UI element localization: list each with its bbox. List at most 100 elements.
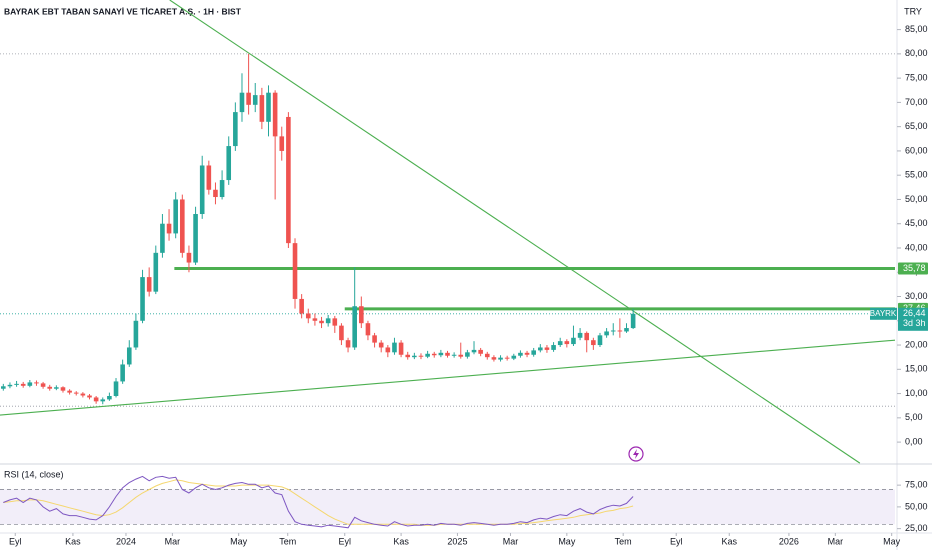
alert-bolt[interactable] <box>633 449 639 459</box>
candle-body <box>332 318 338 326</box>
candle-body <box>597 335 603 346</box>
candle-body <box>113 381 119 396</box>
candle-body <box>438 352 444 356</box>
level-label: 35,78 <box>903 263 926 273</box>
x-tick-label: Eyl <box>670 536 683 546</box>
candle-body <box>504 357 510 359</box>
candle-body <box>604 331 609 336</box>
candle-body <box>624 328 629 332</box>
symbol-tag <box>870 307 897 320</box>
candle-body <box>577 332 583 338</box>
x-tick-label: May <box>558 536 576 546</box>
candle-body <box>412 355 417 358</box>
candle-body <box>531 350 536 355</box>
last-price-box <box>898 307 928 331</box>
x-tick-label: Eyl <box>338 536 351 546</box>
candle-body <box>239 92 245 113</box>
candle-body <box>60 387 66 391</box>
candle-body <box>73 392 79 394</box>
candle-body <box>445 352 450 356</box>
candle-body <box>471 349 477 353</box>
candle-body <box>7 384 13 387</box>
candle-body <box>365 323 371 336</box>
x-tick-label: Mar <box>165 536 181 546</box>
candle-body <box>610 330 616 332</box>
candle-body <box>80 393 86 396</box>
candle-body <box>186 252 192 263</box>
y-tick-label: 40,00 <box>905 242 928 252</box>
x-tick-label: Kas <box>65 536 81 546</box>
rsi-y-tick-label: 50,00 <box>905 501 928 511</box>
candle-body <box>345 340 351 348</box>
candle-body <box>20 383 26 386</box>
candle-body <box>352 306 357 348</box>
candle-body <box>484 353 490 358</box>
candle-body <box>279 136 285 151</box>
alert-icon[interactable] <box>628 446 644 462</box>
symbol-label: BAYRK <box>870 309 897 318</box>
candle-body <box>34 382 39 384</box>
candle-body <box>173 199 178 234</box>
candle-body <box>425 353 430 357</box>
candle-body <box>252 95 258 105</box>
candle-body <box>87 395 92 398</box>
countdown-label: 3d 3h <box>903 318 926 328</box>
candle-body <box>305 313 311 319</box>
trend-line <box>0 339 896 416</box>
candle-body <box>213 189 218 198</box>
candle-body <box>630 313 636 329</box>
x-tick-label: Mar <box>503 536 519 546</box>
candle-body <box>491 357 497 360</box>
candle-body <box>1 386 6 389</box>
y-tick-label: 20,00 <box>905 339 928 349</box>
candle-body <box>246 92 251 105</box>
candle-body <box>557 341 563 346</box>
candle-body <box>199 165 205 215</box>
candle-body <box>551 345 556 350</box>
candle-body <box>47 386 53 389</box>
candle-body <box>538 347 543 351</box>
candle-body <box>325 318 331 324</box>
candle-body <box>339 325 344 341</box>
alert-circle[interactable] <box>628 446 644 462</box>
y-tick-label: 65,00 <box>905 121 928 131</box>
candle-body <box>166 223 172 234</box>
candle-body <box>292 243 298 299</box>
candle-body <box>272 92 278 137</box>
candle-body <box>617 330 623 332</box>
candle-body <box>160 223 165 253</box>
candle-body <box>564 341 570 345</box>
candle-body <box>498 357 503 360</box>
candle-body <box>372 335 377 343</box>
candle-body <box>385 347 391 353</box>
y-tick-label: 85,00 <box>905 24 928 34</box>
rsi-ma-line <box>3 479 634 526</box>
candle-body <box>100 399 106 402</box>
currency: TRY <box>904 6 922 16</box>
x-tick-label: 2024 <box>116 536 136 546</box>
candle-body <box>40 383 46 387</box>
candle-body <box>431 353 437 356</box>
candle-body <box>67 390 72 393</box>
candle-body <box>458 354 464 357</box>
candle-body <box>405 354 411 358</box>
candle-body <box>571 337 576 345</box>
x-tick-label: Kas <box>722 536 738 546</box>
x-tick-label: Tem <box>279 536 296 546</box>
candle-body <box>153 252 159 292</box>
y-tick-label: 60,00 <box>905 145 928 155</box>
y-tick-label: 50,00 <box>905 194 928 204</box>
candle-body <box>359 306 364 324</box>
candle-body <box>233 112 238 147</box>
candle-body <box>259 95 265 122</box>
x-tick-label: Tem <box>615 536 632 546</box>
rsi-band <box>0 489 895 525</box>
candle-body <box>299 298 304 314</box>
rsi-y-tick-label: 25,00 <box>905 523 928 533</box>
rsi-title: RSI (14, close) <box>4 469 64 479</box>
x-tick-label: 2025 <box>447 536 467 546</box>
x-tick-label: Kas <box>393 536 409 546</box>
candle-body <box>219 180 225 198</box>
candle-body <box>193 214 198 263</box>
